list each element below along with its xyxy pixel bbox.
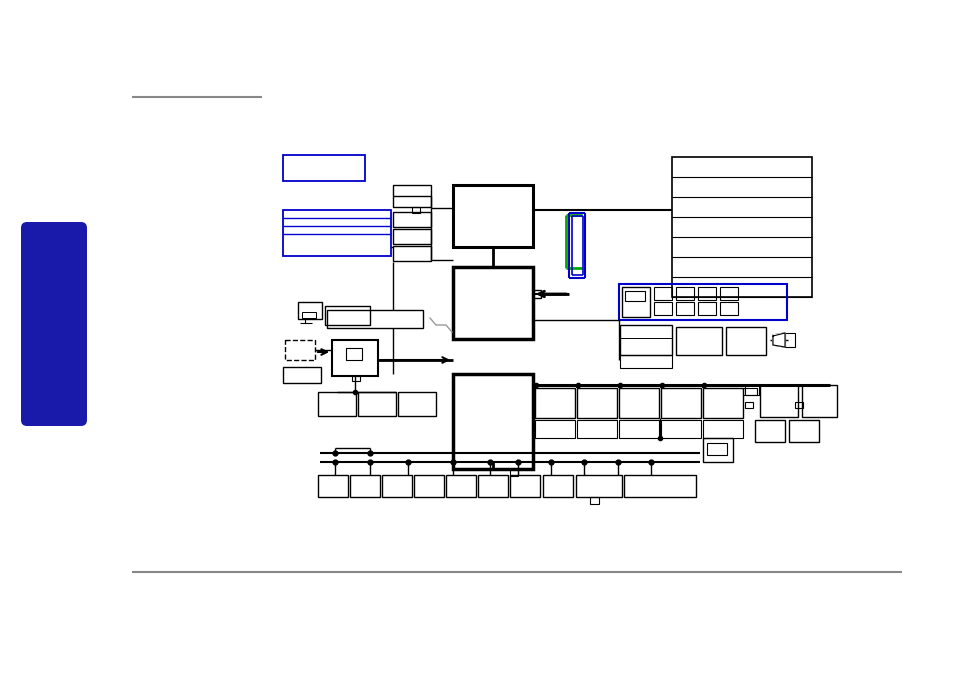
Bar (621, 287, 649, 317)
Bar (725, 327, 765, 355)
Bar (542, 475, 573, 497)
FancyBboxPatch shape (21, 222, 87, 426)
Bar (446, 475, 476, 497)
Bar (671, 157, 811, 297)
Bar (624, 291, 644, 301)
Bar (623, 475, 696, 497)
Bar (453, 267, 533, 339)
Bar (414, 475, 443, 497)
Bar (720, 302, 738, 315)
Bar (350, 475, 379, 497)
Bar (393, 229, 431, 244)
Bar (744, 402, 752, 408)
Bar (453, 374, 533, 469)
Bar (619, 325, 671, 355)
Bar (589, 497, 598, 504)
Bar (393, 185, 431, 207)
Bar (533, 290, 540, 298)
Bar (352, 376, 359, 381)
Bar (535, 420, 575, 438)
Bar (317, 392, 355, 416)
Bar (535, 388, 575, 418)
Bar (676, 287, 693, 300)
Bar (576, 475, 621, 497)
Bar (285, 340, 314, 360)
Bar (702, 438, 732, 462)
Bar (397, 392, 436, 416)
Bar (325, 306, 370, 325)
Bar (754, 420, 784, 442)
Bar (453, 185, 533, 247)
Bar (660, 420, 700, 438)
Bar (283, 155, 365, 181)
Bar (317, 475, 348, 497)
Bar (794, 402, 802, 408)
Bar (654, 302, 671, 315)
Bar (302, 312, 315, 318)
Polygon shape (772, 333, 784, 347)
Bar (788, 420, 818, 442)
Bar (577, 388, 617, 418)
Bar (332, 340, 377, 376)
Bar (297, 302, 322, 319)
Bar (357, 392, 395, 416)
Bar (283, 210, 391, 256)
Bar (654, 287, 671, 300)
Bar (702, 388, 742, 418)
Bar (660, 388, 700, 418)
Bar (760, 385, 797, 417)
Bar (618, 420, 659, 438)
Bar (698, 287, 716, 300)
Bar (346, 348, 361, 360)
Bar (618, 388, 659, 418)
Bar (676, 302, 693, 315)
Bar (327, 310, 422, 328)
Bar (720, 287, 738, 300)
Bar (618, 284, 786, 320)
Bar (742, 388, 757, 395)
Bar (412, 207, 419, 213)
Bar (393, 212, 431, 227)
Bar (676, 327, 721, 355)
Polygon shape (772, 333, 784, 347)
Bar (283, 367, 320, 383)
Bar (510, 469, 517, 476)
Bar (477, 475, 507, 497)
Bar (744, 385, 759, 395)
Bar (381, 475, 412, 497)
Bar (702, 420, 742, 438)
Bar (801, 385, 836, 417)
Bar (698, 302, 716, 315)
Bar (510, 475, 539, 497)
Bar (706, 443, 726, 455)
Bar (393, 246, 431, 261)
Bar (577, 420, 617, 438)
Bar (784, 333, 794, 347)
Bar (619, 355, 671, 368)
